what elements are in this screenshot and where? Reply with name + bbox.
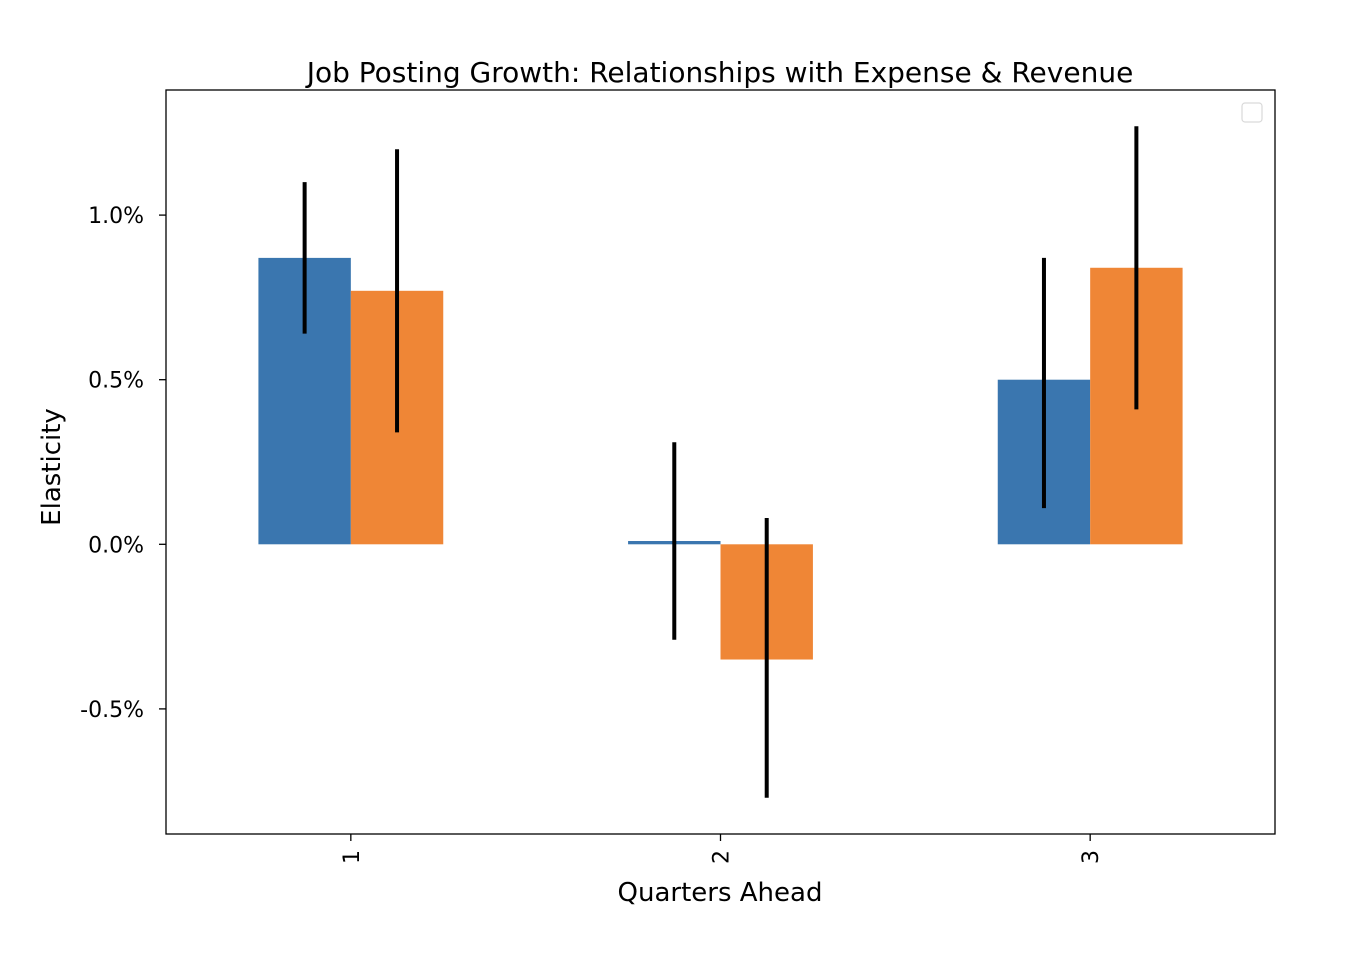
x-tick-label: 1: [340, 850, 365, 864]
x-axis-label: Quarters Ahead: [618, 878, 823, 908]
y-tick-label: 0.5%: [88, 369, 144, 394]
x-tick-label: 3: [1079, 850, 1104, 864]
x-tick-label: 2: [710, 850, 735, 864]
x-axis: 1 2 3: [340, 834, 1104, 864]
y-axis-label: Elasticity: [37, 408, 67, 526]
error-bars-layer: [302, 126, 1139, 798]
y-tick-label: 1.0%: [88, 204, 144, 229]
legend-box: [1241, 102, 1263, 123]
y-tick-label: -0.5%: [80, 698, 144, 723]
y-axis: -0.5% 0.0% 0.5% 1.0%: [80, 204, 166, 723]
y-tick-label: 0.0%: [88, 533, 144, 558]
chart-title: Job Posting Growth: Relationships with E…: [305, 56, 1134, 89]
